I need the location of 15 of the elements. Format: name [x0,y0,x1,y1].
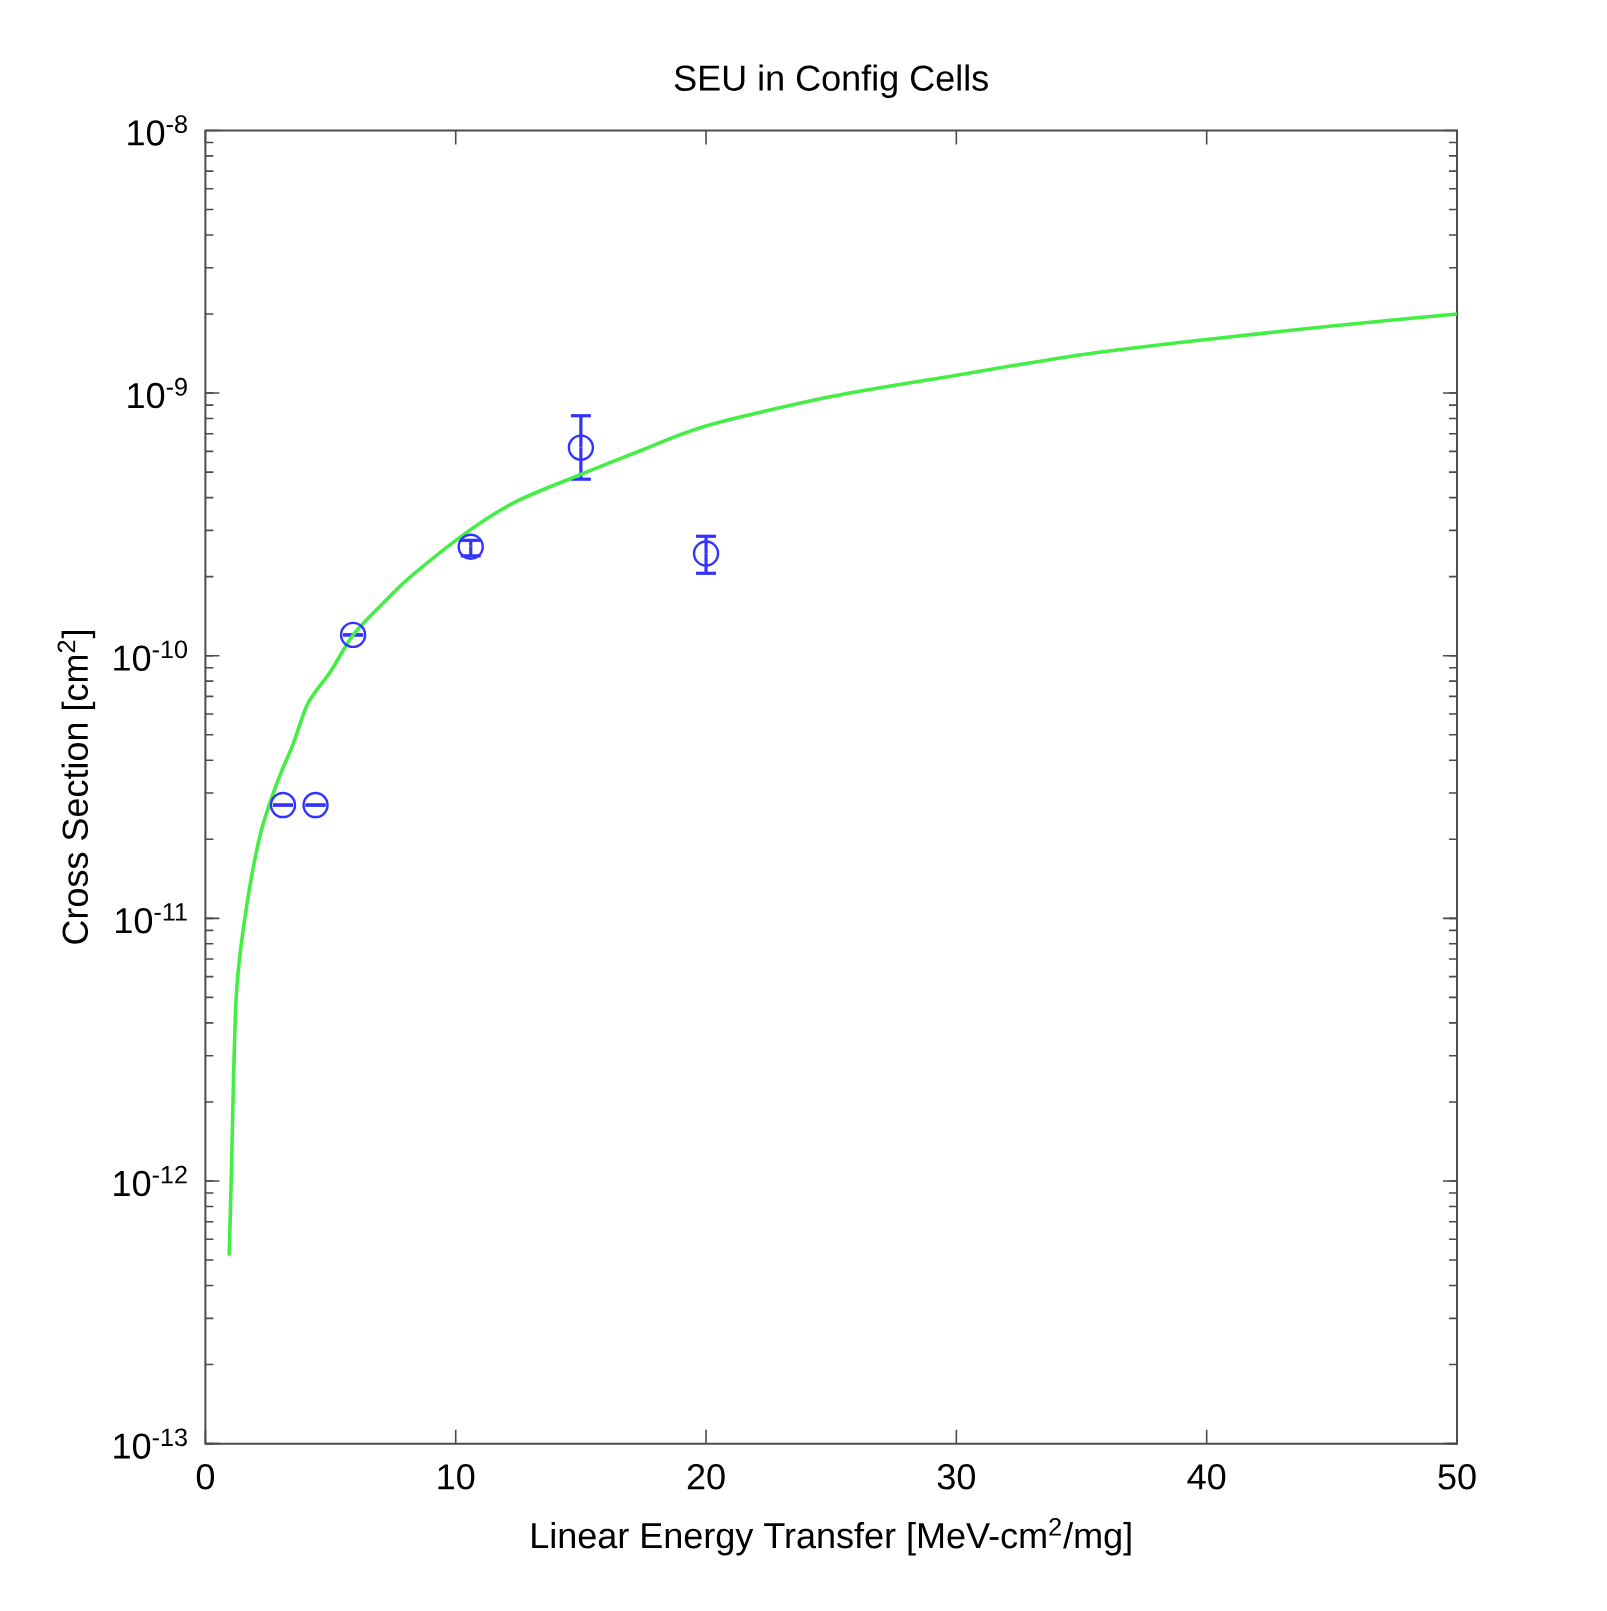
chart-title: SEU in Config Cells [674,64,988,99]
x-tick-label: 0 [196,1464,215,1490]
y-tick-label: 10$^{-12}$ [114,1165,187,1197]
y-tick-label: 10$^{-13}$ [114,1428,187,1459]
x-tick-label: 40 [1187,1464,1226,1490]
y-tick-label: 10$^{-10}$ [114,640,187,671]
y-tick-label: 10$^{-9}$ [128,377,187,409]
y-tick-label: 10$^{-8}$ [128,115,187,146]
x-tick-label: 50 [1438,1464,1476,1490]
y-tick-label: 10$^{-11}$ [116,903,187,934]
x-tick-label: 20 [687,1464,725,1490]
y-axis-title: Cross Section [cm$^{2}$] [57,631,96,944]
x-tick-label: 10 [438,1464,475,1490]
x-tick-label: 30 [937,1464,975,1490]
x-axis-title: Linear Energy Transfer [MeV-cm$^{2}$/mg] [532,1517,1131,1556]
